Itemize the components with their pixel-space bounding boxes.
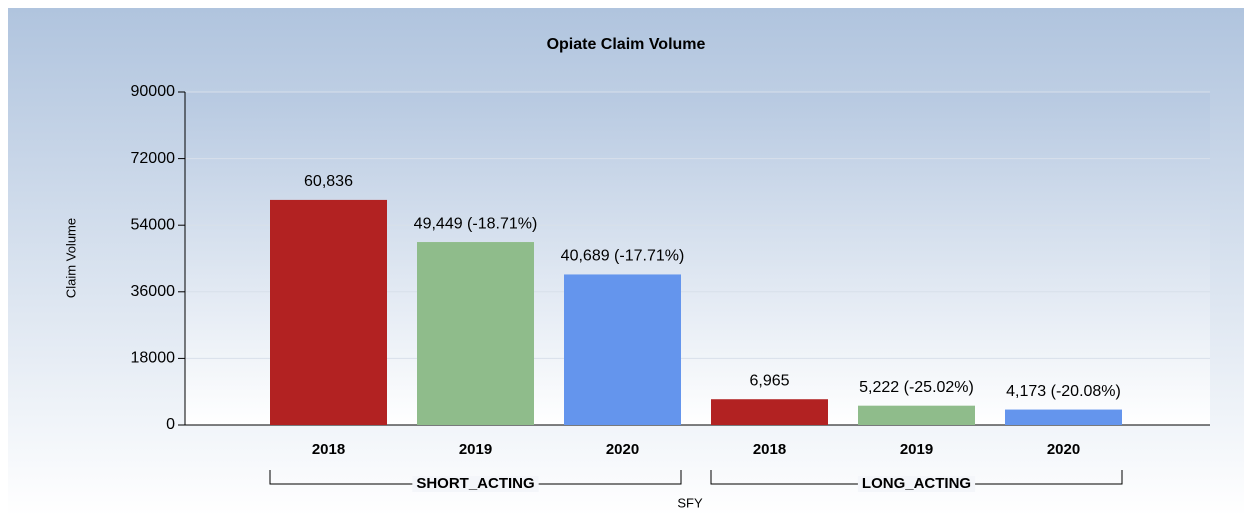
x-tick-label: 2018 (312, 441, 345, 458)
data-label: 49,449 (-18.71%) (414, 215, 538, 232)
bar (858, 405, 975, 425)
bar (1005, 409, 1122, 425)
data-label: 4,173 (-20.08%) (1006, 383, 1121, 400)
group-label-bg (412, 476, 539, 492)
data-label: 6,965 (749, 372, 789, 389)
y-tick-label: 36000 (131, 283, 176, 300)
x-axis-label: SFY (677, 495, 703, 510)
y-tick-label: 0 (166, 416, 175, 433)
y-tick-label: 18000 (131, 350, 176, 367)
data-label: 60,836 (304, 173, 353, 190)
data-label: 5,222 (-25.02%) (859, 379, 974, 396)
group-label: LONG_ACTING (862, 475, 971, 492)
x-tick-label: 2020 (1047, 441, 1080, 458)
x-tick-label: 2020 (606, 441, 639, 458)
data-label: 40,689 (-17.71%) (561, 248, 685, 265)
bar (270, 199, 387, 425)
y-axis-label: Claim Volume (63, 218, 78, 298)
x-tick-label: 2019 (459, 441, 492, 458)
y-tick-label: 54000 (131, 216, 176, 233)
group-label-bg (857, 476, 976, 492)
x-tick-label: 2019 (900, 441, 933, 458)
y-tick-label: 72000 (131, 150, 176, 167)
x-tick-label: 2018 (753, 441, 786, 458)
bar (417, 242, 534, 425)
y-tick-label: 90000 (131, 83, 176, 100)
bar (711, 399, 828, 425)
bar (564, 274, 681, 425)
chart-title: Opiate Claim Volume (547, 36, 706, 53)
group-label: SHORT_ACTING (416, 475, 534, 492)
